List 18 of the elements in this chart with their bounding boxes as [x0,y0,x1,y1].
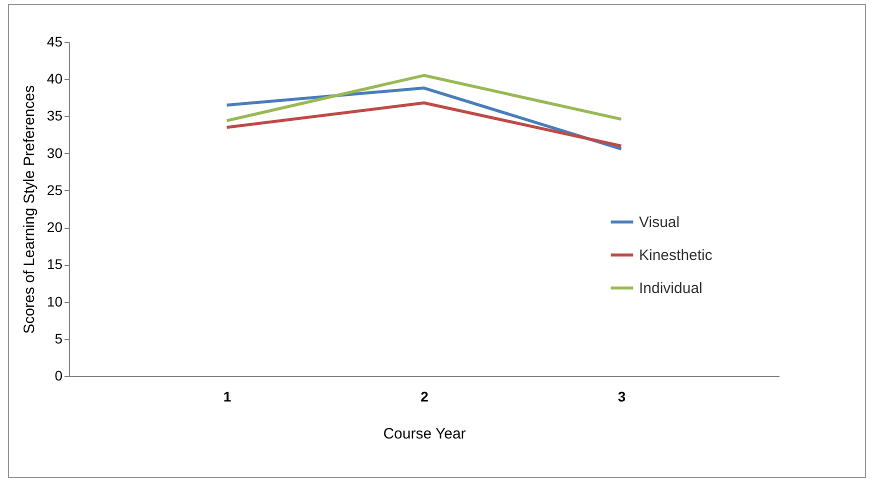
legend-label: Kinesthetic [639,247,713,264]
x-axis-title: Course Year [383,426,466,442]
x-tick-label: 1 [223,388,232,404]
y-tick-label: 30 [46,144,63,161]
legend-label: Visual [639,214,680,231]
y-tick-label: 10 [46,293,63,310]
x-tick-label: 2 [420,388,429,404]
y-tick-label: 35 [46,108,63,124]
y-tick-label: 20 [46,219,63,236]
y-tick-label: 40 [46,70,63,87]
y-tick-label: 25 [46,182,63,198]
y-axis-title: Scores of Learning Style Preferences [20,85,38,334]
y-tick-label: 45 [46,34,63,50]
legend-label: Individual [639,280,702,297]
y-tick-label: 5 [54,330,63,346]
y-tick-label: 15 [46,256,63,272]
x-tick-label: 3 [618,388,626,404]
y-tick-label: 0 [54,368,63,384]
